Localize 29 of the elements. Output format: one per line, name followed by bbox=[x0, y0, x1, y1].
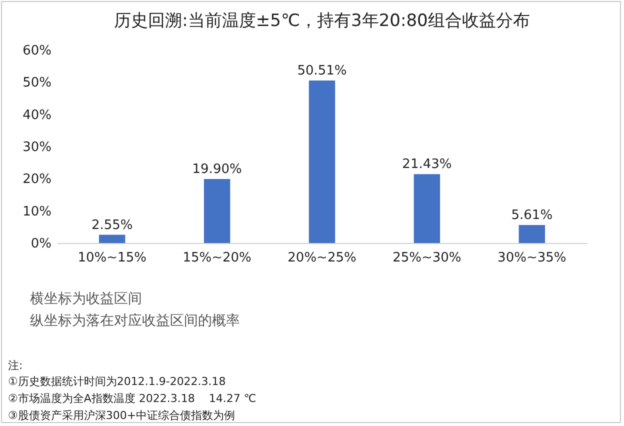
text: ②市场温度为全A指数温度 2022.3.18 14.27 ℃ bbox=[8, 391, 256, 406]
x-tick-label: 30%~35% bbox=[498, 250, 566, 266]
text: 横坐标为收益区间 bbox=[30, 290, 142, 308]
y-tick-label: 60% bbox=[22, 44, 52, 58]
chart-title: 历史回溯:当前温度±5℃，持有3年20:80组合收益分布 bbox=[114, 11, 530, 31]
data-label: 19.90% bbox=[192, 162, 242, 177]
x-tick-label: 25%~30% bbox=[392, 250, 462, 266]
data-label: 5.61% bbox=[511, 208, 553, 223]
text: ③股债资产采用沪深300+中证综合债指数为例 bbox=[8, 408, 236, 423]
y-tick-label: 50% bbox=[22, 76, 52, 91]
y-tick-label: 10% bbox=[22, 204, 52, 220]
x-tick-label: 10%~15% bbox=[78, 250, 146, 266]
bar bbox=[518, 224, 546, 243]
bar bbox=[414, 174, 440, 243]
bar bbox=[308, 80, 336, 243]
text: ①历史数据统计时间为2012.1.9-2022.3.18 bbox=[8, 374, 226, 389]
x-tick-label: 20%~25% bbox=[288, 250, 356, 266]
bar bbox=[204, 178, 230, 243]
data-label: 50.51% bbox=[297, 64, 347, 79]
y-tick-label: 20% bbox=[22, 172, 52, 188]
y-tick-label: 40% bbox=[22, 108, 52, 123]
text: 纵坐标为落在对应收益区间的概率 bbox=[30, 312, 240, 330]
bar bbox=[98, 234, 126, 243]
text: 注: bbox=[8, 358, 23, 373]
x-tick-label: 15%~20% bbox=[182, 250, 252, 266]
data-label: 21.43% bbox=[402, 157, 452, 172]
data-label: 2.55% bbox=[91, 218, 133, 233]
y-tick-label: 30% bbox=[22, 140, 52, 155]
y-tick-label: 0% bbox=[30, 236, 52, 252]
